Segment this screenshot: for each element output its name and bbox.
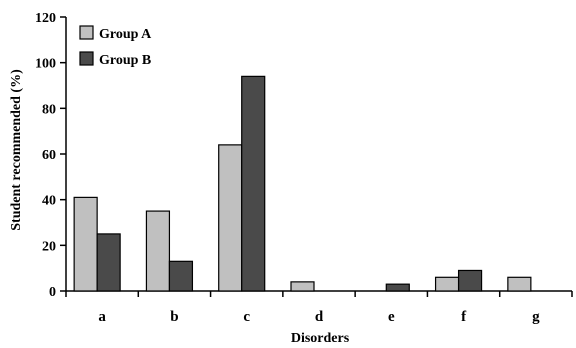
bars xyxy=(73,75,532,292)
y-axis-title: Student recommended (%) xyxy=(9,69,24,231)
y-tick-label: 100 xyxy=(35,57,56,72)
y-tick-label: 40 xyxy=(42,194,56,209)
y-tick-label: 60 xyxy=(42,148,56,163)
bar-group-a-f xyxy=(434,276,460,292)
legend-swatch xyxy=(79,25,94,40)
bar-group-b-f xyxy=(457,269,483,292)
bar-group-b-c xyxy=(241,75,266,292)
y-tick-label: 20 xyxy=(42,239,56,254)
bar-group-a-a xyxy=(73,196,98,292)
legend: Group A Group B xyxy=(79,25,152,68)
bar-group-b-a xyxy=(96,233,121,292)
legend-label: Group B xyxy=(99,53,151,68)
y-tick-label: 80 xyxy=(42,102,56,117)
y-tick-label: 0 xyxy=(49,285,56,300)
bar-group-a-d xyxy=(290,281,315,292)
bar-group-b-e xyxy=(385,283,410,292)
y-axis: 0 20 40 60 80 100 120 xyxy=(35,11,67,300)
x-axis: a b c d e f g xyxy=(65,290,573,325)
bar-group-b-b xyxy=(168,260,194,292)
legend-label: Group A xyxy=(99,27,152,42)
y-tick-label: 120 xyxy=(35,11,56,26)
x-tick-label: f xyxy=(461,309,467,325)
x-axis-title: Disorders xyxy=(291,331,350,346)
x-tick-label: b xyxy=(170,309,178,325)
x-tick-label: g xyxy=(532,309,540,325)
bar-group-a-b xyxy=(145,210,171,292)
legend-swatch xyxy=(79,51,94,66)
bar-group-a-g xyxy=(507,276,532,292)
x-tick-label: e xyxy=(388,309,395,325)
x-tick-label: d xyxy=(315,309,324,325)
x-tick-label: a xyxy=(98,309,106,325)
bar-group-a-c xyxy=(218,144,243,292)
x-tick-label: c xyxy=(243,309,250,325)
